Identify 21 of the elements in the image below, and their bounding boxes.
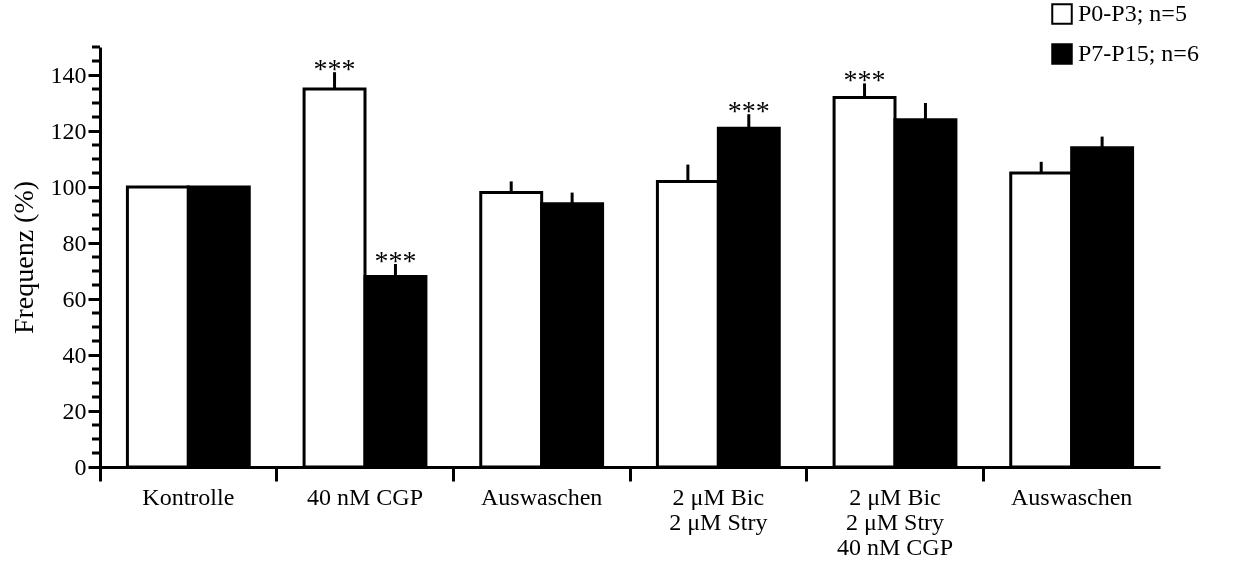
annotation: *** [727, 95, 770, 127]
x-tick-label: 40 nM CGP [306, 483, 424, 510]
x-tick-label: Auswaschen [1011, 483, 1133, 510]
annotation: *** [843, 64, 886, 96]
x-tick-label: Kontrolle [142, 483, 235, 510]
y-tick-label: 100 [50, 173, 87, 200]
annotation: *** [313, 53, 356, 85]
y-tick-label: 20 [62, 397, 87, 424]
y-tick-label: 60 [62, 285, 87, 312]
x-tick-label: Auswaschen [481, 483, 603, 510]
y-tick-label: 0 [74, 453, 87, 480]
y-axis-title: Frequenz (%) [7, 180, 39, 335]
x-tick-label: 2 μM Bic 2 μM Stry [669, 483, 768, 535]
y-tick-label: 120 [50, 117, 87, 144]
y-tick-label: 80 [62, 229, 87, 256]
legend-label: P7-P15; n=6 [1078, 40, 1199, 66]
y-tick-label: 140 [50, 61, 87, 88]
legend-label: P0-P3; n=5 [1078, 0, 1187, 26]
annotation: *** [374, 245, 417, 276]
x-tick-label: 2 μM Bic 2 μM Stry 40 nM CGP [836, 483, 954, 560]
y-tick-label: 40 [62, 341, 87, 368]
